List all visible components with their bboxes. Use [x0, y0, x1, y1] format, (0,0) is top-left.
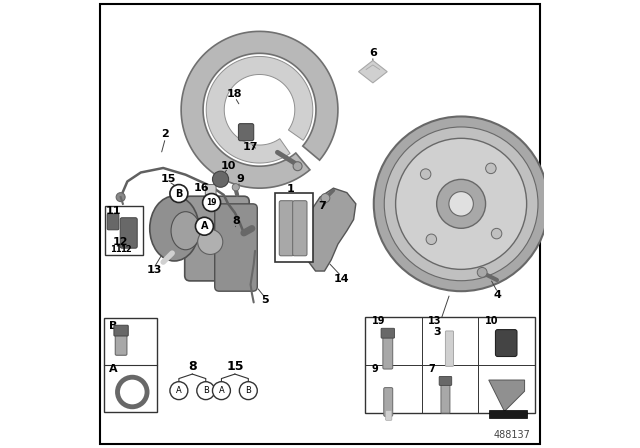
Circle shape [198, 229, 223, 254]
FancyBboxPatch shape [441, 381, 450, 413]
Text: 5: 5 [262, 295, 269, 305]
Text: 14: 14 [333, 274, 349, 284]
Circle shape [195, 217, 213, 235]
Text: 9: 9 [372, 364, 378, 374]
Circle shape [212, 382, 230, 400]
Text: 19: 19 [372, 316, 385, 326]
Text: 18: 18 [227, 89, 243, 99]
Text: 8: 8 [232, 216, 240, 226]
Text: 11: 11 [110, 245, 122, 254]
FancyBboxPatch shape [445, 331, 454, 366]
FancyBboxPatch shape [114, 325, 128, 336]
FancyBboxPatch shape [381, 328, 394, 338]
Circle shape [232, 184, 239, 191]
Text: B: B [245, 386, 252, 395]
Bar [105, 206, 143, 255]
FancyBboxPatch shape [239, 124, 253, 141]
Circle shape [492, 228, 502, 239]
Text: 6: 6 [369, 48, 377, 58]
Circle shape [197, 382, 215, 400]
Text: 9: 9 [236, 174, 244, 184]
Bar [275, 193, 314, 262]
Text: A: A [109, 364, 117, 374]
FancyBboxPatch shape [185, 196, 249, 281]
FancyBboxPatch shape [215, 204, 257, 291]
Polygon shape [489, 380, 525, 411]
Text: 15: 15 [226, 360, 244, 373]
Circle shape [374, 116, 548, 291]
FancyBboxPatch shape [108, 214, 119, 230]
Circle shape [239, 382, 257, 400]
Text: 13: 13 [147, 265, 162, 275]
Circle shape [396, 138, 527, 269]
Text: 11: 11 [105, 207, 121, 216]
Circle shape [170, 382, 188, 400]
FancyBboxPatch shape [292, 201, 307, 256]
Text: 7: 7 [428, 364, 435, 374]
FancyBboxPatch shape [495, 330, 517, 357]
FancyBboxPatch shape [115, 328, 127, 355]
Polygon shape [206, 56, 313, 163]
FancyBboxPatch shape [279, 201, 294, 256]
Text: B: B [109, 321, 117, 331]
Bar [104, 318, 157, 412]
Text: 12: 12 [120, 245, 132, 254]
Circle shape [203, 194, 221, 211]
Circle shape [212, 171, 228, 187]
FancyBboxPatch shape [120, 218, 137, 248]
Text: B: B [175, 189, 182, 198]
Circle shape [486, 163, 496, 174]
Text: 2: 2 [161, 129, 170, 139]
Text: A: A [219, 386, 224, 395]
Text: 1: 1 [287, 184, 295, 194]
Circle shape [321, 194, 330, 202]
Text: 10: 10 [485, 316, 499, 326]
Text: 488137: 488137 [493, 430, 531, 440]
Text: 12: 12 [113, 237, 129, 247]
Circle shape [420, 169, 431, 179]
Text: 4: 4 [494, 290, 502, 300]
Ellipse shape [150, 196, 199, 261]
Text: A: A [176, 386, 182, 395]
FancyBboxPatch shape [205, 185, 216, 205]
Text: A: A [201, 221, 208, 231]
Text: 19: 19 [206, 198, 217, 207]
Bar [365, 317, 535, 413]
Circle shape [170, 185, 188, 202]
Text: B: B [203, 386, 209, 395]
Ellipse shape [171, 212, 200, 250]
Circle shape [449, 192, 474, 216]
Text: 10: 10 [220, 161, 236, 171]
Circle shape [384, 127, 538, 281]
Bar [489, 410, 527, 418]
FancyBboxPatch shape [385, 410, 392, 420]
Circle shape [116, 193, 125, 202]
Text: 16: 16 [193, 183, 209, 193]
Text: 3: 3 [433, 327, 441, 337]
Polygon shape [307, 188, 356, 271]
Text: 17: 17 [243, 142, 259, 152]
Circle shape [426, 234, 436, 245]
Circle shape [293, 162, 302, 171]
Polygon shape [181, 31, 338, 188]
Circle shape [477, 267, 487, 277]
FancyBboxPatch shape [384, 388, 393, 416]
Polygon shape [358, 60, 387, 83]
Text: 8: 8 [188, 360, 196, 373]
FancyBboxPatch shape [383, 333, 393, 369]
Circle shape [118, 377, 147, 407]
Text: 13: 13 [428, 316, 442, 326]
Text: 15: 15 [161, 174, 176, 184]
Circle shape [436, 179, 486, 228]
Text: 7: 7 [318, 201, 326, 211]
FancyBboxPatch shape [439, 376, 452, 385]
